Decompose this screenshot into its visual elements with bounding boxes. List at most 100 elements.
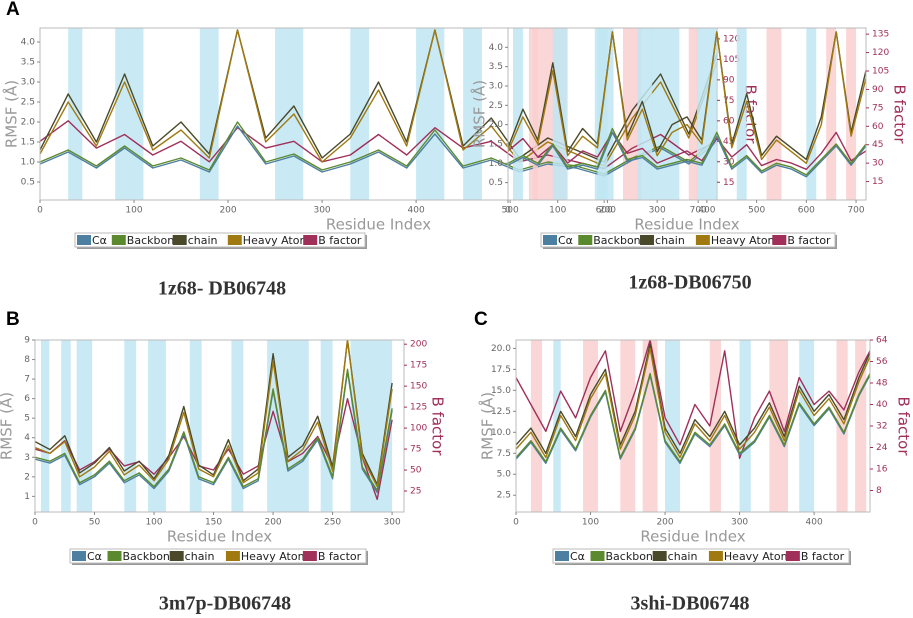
y2-tick-label: 75: [410, 445, 421, 455]
legend: Cα Backbone chain Heavy Atoms B factor: [540, 232, 837, 249]
y2-tick-label: 48: [876, 379, 888, 389]
region: [61, 340, 71, 512]
region: [530, 340, 543, 512]
legend-label: chain: [668, 550, 698, 563]
y-tick-label: 3.0: [489, 81, 504, 91]
y2-axis-label: B factor: [895, 396, 913, 456]
y-tick-label: 1.0: [21, 158, 36, 168]
y2-tick-label: 15: [723, 178, 734, 188]
x-tick-label: 0: [32, 518, 38, 528]
plot-frame: [34, 339, 405, 513]
x-tick-label: 200: [599, 206, 616, 216]
series-line: [516, 340, 870, 459]
legend-swatch: [172, 235, 187, 245]
legend-label: B factor: [787, 234, 831, 247]
x-tick-label: 300: [731, 518, 748, 528]
plot-area: [508, 28, 866, 200]
region: [199, 28, 219, 200]
y2-tick-label: 64: [876, 336, 888, 346]
region: [736, 28, 747, 200]
y2-tick-label: 150: [410, 382, 427, 392]
x-tick-label: 300: [649, 206, 666, 216]
y-tick-label: 1.5: [489, 139, 503, 149]
region: [651, 28, 680, 200]
y2-tick-label: 8: [876, 486, 882, 496]
legend-swatch: [590, 551, 605, 561]
y2-tick-label: 56: [876, 357, 888, 367]
y2-tick-label: 45: [723, 137, 734, 147]
legend-swatch: [107, 551, 122, 561]
legend-label: chain: [185, 550, 215, 563]
region: [583, 340, 598, 512]
y-tick-label: 2.0: [21, 118, 36, 128]
legend-box: [69, 548, 367, 564]
y2-tick-label: 125: [410, 403, 427, 413]
y-tick-label: 12.5: [491, 407, 511, 417]
y-axis-label: RMSF (Å): [2, 80, 21, 148]
x-tick-label: 0: [505, 206, 511, 216]
region: [620, 340, 636, 512]
x-axis-label: Residue Index: [167, 528, 272, 546]
x-tick-label: 400: [408, 206, 425, 216]
legend-box: [552, 548, 850, 564]
y-tick-label: 9: [24, 336, 30, 346]
region: [40, 340, 50, 512]
legend-label: Heavy Atoms: [243, 234, 316, 247]
y-tick-label: 3.0: [21, 78, 36, 88]
region: [799, 340, 815, 512]
y-tick-label: 4.0: [489, 43, 504, 53]
y-tick-label: 15.0: [491, 386, 511, 396]
series-line: [508, 31, 866, 164]
region: [739, 340, 751, 512]
legend-label: chain: [188, 234, 218, 247]
x-tick-label: 0: [513, 518, 519, 528]
x-tick-label: 400: [806, 518, 823, 528]
legend-label: Cα: [570, 550, 585, 563]
region: [836, 340, 848, 512]
x-tick-label: 700: [847, 206, 864, 216]
legend-label: Heavy Atoms: [724, 550, 797, 563]
y-tick-label: 3.5: [21, 58, 35, 68]
region: [124, 340, 137, 512]
x-tick-label: 100: [549, 206, 566, 216]
region: [637, 28, 653, 200]
y-tick-label: 2.0: [489, 120, 504, 130]
legend-swatch: [652, 551, 667, 561]
region: [665, 340, 680, 512]
y2-axis-label: B factor: [891, 84, 909, 144]
y2-tick-label: 100: [410, 424, 427, 434]
region: [512, 28, 523, 200]
y-tick-label: 0.5: [21, 178, 35, 188]
legend-label: B factor: [318, 550, 362, 563]
y-tick-label: 2.5: [497, 491, 511, 501]
region: [688, 28, 699, 200]
y-tick-label: 2.5: [489, 101, 503, 111]
chart-title: 1z68- DB06748: [158, 278, 286, 300]
plot-area: [35, 340, 393, 512]
region: [189, 340, 202, 512]
y2-tick-label: 75: [872, 103, 883, 113]
x-tick-label: 600: [596, 206, 613, 216]
plot-frame: [507, 27, 867, 201]
legend-swatch: [111, 235, 126, 245]
y-tick-label: 1.5: [21, 138, 35, 148]
legend-swatch: [640, 235, 655, 245]
legend-swatch: [227, 235, 242, 245]
legend-swatch: [708, 551, 723, 561]
region: [76, 340, 93, 512]
plot-area: [516, 340, 870, 512]
x-tick-label: 100: [125, 206, 142, 216]
y2-tick-label: 200: [410, 340, 427, 350]
x-tick-label: 300: [384, 518, 401, 528]
y-tick-label: 5: [24, 414, 30, 424]
x-tick-label: 200: [264, 518, 281, 528]
y2-tick-label: 40: [876, 400, 888, 410]
legend-label: Backbone: [593, 234, 647, 247]
y-tick-label: 8: [24, 355, 30, 365]
y2-tick-label: 50: [410, 466, 422, 476]
x-tick-label: 200: [219, 206, 236, 216]
y-tick-label: 1: [24, 492, 30, 502]
panel: 0 50 100 150 200 250 300 1 2 3 4 5 6 7 8 9 25 50 75 100 125 1…: [0, 309, 447, 615]
y2-tick-label: 16: [876, 465, 888, 475]
y-tick-label: 4.0: [21, 38, 36, 48]
